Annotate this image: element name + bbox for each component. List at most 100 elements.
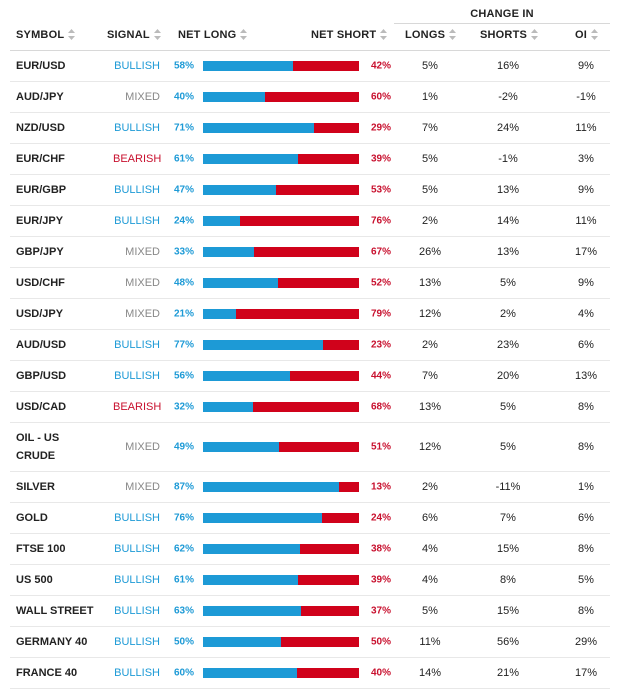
longs-column-header[interactable]: LONGS — [405, 28, 457, 41]
table-row[interactable]: GBP/JPY MIXED 33% 67% 26% 13% 17% — [10, 237, 610, 268]
symbol-link[interactable]: SILVER — [16, 481, 55, 493]
table-row[interactable]: GOLD BULLISH 76% 24% 6% 7% 6% — [10, 503, 610, 534]
table-row[interactable]: GBP/USD BULLISH 56% 44% 7% 20% 13% — [10, 361, 610, 392]
sort-icon[interactable] — [240, 28, 248, 40]
signal-label: BULLISH — [114, 512, 160, 524]
net-long-column-header[interactable]: NET LONG — [178, 28, 248, 41]
symbol-column-header[interactable]: SYMBOL — [16, 28, 76, 41]
table-row[interactable]: FRANCE 40 BULLISH 60% 40% 14% 21% 17% — [10, 658, 610, 689]
oi-change: 8% — [578, 605, 594, 617]
symbol-link[interactable]: FRANCE 40 — [16, 667, 78, 679]
shorts-change: 20% — [496, 370, 520, 382]
sort-icon[interactable] — [449, 28, 457, 40]
symbol-link[interactable]: AUD/JPY — [16, 91, 64, 103]
symbol-link[interactable]: EUR/USD — [16, 60, 66, 72]
table-row[interactable]: EUR/CHF BEARISH 61% 39% 5% -1% 3% — [10, 144, 610, 175]
table-row[interactable]: USD/CAD BEARISH 32% 68% 13% 5% 8% — [10, 392, 610, 423]
shorts-change: 2% — [500, 308, 516, 320]
symbol-link[interactable]: EUR/GBP — [16, 184, 67, 196]
sort-icon[interactable] — [380, 28, 388, 40]
shorts-change: 14% — [496, 215, 520, 227]
longs-change: 7% — [422, 370, 438, 382]
table-row[interactable]: AUD/USD BULLISH 77% 23% 2% 23% 6% — [10, 330, 610, 361]
symbol-link[interactable]: FTSE 100 — [16, 543, 66, 555]
longs-change: 5% — [422, 184, 438, 196]
sentiment-bar — [203, 216, 359, 226]
net-short-percent: 76% — [370, 215, 391, 227]
sort-icon[interactable] — [153, 28, 161, 40]
long-bar-fill — [203, 123, 314, 133]
longs-change: 2% — [422, 339, 438, 351]
symbol-link[interactable]: USD/JPY — [16, 308, 64, 320]
symbol-link[interactable]: EUR/JPY — [16, 215, 64, 227]
symbol-link[interactable]: USD/CHF — [16, 277, 65, 289]
table-row[interactable]: AUD/JPY MIXED 40% 60% 1% -2% -1% — [10, 82, 610, 113]
sentiment-bar — [203, 340, 359, 350]
sentiment-bar — [203, 61, 359, 71]
net-long-percent: 60% — [173, 667, 194, 679]
net-long-percent: 58% — [173, 60, 194, 72]
long-bar-fill — [203, 606, 302, 616]
net-short-percent: 23% — [370, 339, 391, 351]
shorts-change: 13% — [496, 246, 520, 258]
oi-change: 8% — [578, 441, 594, 453]
table-row[interactable]: EUR/USD BULLISH 58% 42% 5% 16% 9% — [10, 51, 610, 82]
sort-icon[interactable] — [68, 28, 76, 40]
oi-change: 29% — [574, 636, 598, 648]
symbol-link[interactable]: GOLD — [16, 512, 48, 524]
oi-change: 9% — [578, 60, 594, 72]
net-short-column-header[interactable]: NET SHORT — [311, 28, 388, 41]
oi-change: -1% — [576, 91, 596, 103]
symbol-link[interactable]: US 500 — [16, 574, 53, 586]
sentiment-bar — [203, 442, 359, 452]
symbol-link[interactable]: GBP/USD — [16, 370, 67, 382]
shorts-column-header[interactable]: SHORTS — [480, 28, 539, 41]
long-bar-fill — [203, 402, 253, 412]
symbol-link[interactable]: USD/CAD — [16, 401, 67, 413]
symbol-link[interactable]: OIL - US CRUDE — [16, 432, 60, 462]
table-row[interactable]: WALL STREET BULLISH 63% 37% 5% 15% 8% — [10, 596, 610, 627]
net-short-percent: 79% — [370, 308, 391, 320]
signal-label: MIXED — [125, 246, 160, 258]
oi-change: 17% — [574, 667, 598, 679]
long-bar-fill — [203, 247, 255, 257]
oi-change: 8% — [578, 401, 594, 413]
table-row[interactable]: EUR/JPY BULLISH 24% 76% 2% 14% 11% — [10, 206, 610, 237]
net-short-percent: 52% — [370, 277, 391, 289]
shorts-change: 16% — [496, 60, 520, 72]
shorts-change: 13% — [496, 184, 520, 196]
symbol-link[interactable]: AUD/USD — [16, 339, 67, 351]
shorts-change: 24% — [496, 122, 520, 134]
table-row[interactable]: EUR/GBP BULLISH 47% 53% 5% 13% 9% — [10, 175, 610, 206]
signal-label: BULLISH — [114, 339, 160, 351]
longs-change: 5% — [422, 153, 438, 165]
table-row[interactable]: NZD/USD BULLISH 71% 29% 7% 24% 11% — [10, 113, 610, 144]
symbol-link[interactable]: GBP/JPY — [16, 246, 64, 258]
oi-column-header[interactable]: OI — [575, 28, 599, 41]
signal-label: BULLISH — [114, 605, 160, 617]
table-row[interactable]: OIL - US CRUDE MIXED 49% 51% 12% 5% 8% — [10, 423, 610, 472]
table-row[interactable]: USD/CHF MIXED 48% 52% 13% 5% 9% — [10, 268, 610, 299]
sort-icon[interactable] — [591, 28, 599, 40]
net-long-percent: 47% — [173, 184, 194, 196]
net-long-percent: 40% — [173, 91, 194, 103]
net-long-percent: 87% — [173, 481, 194, 493]
signal-label: MIXED — [125, 277, 160, 289]
net-short-percent: 68% — [370, 401, 391, 413]
table-row[interactable]: US 500 BULLISH 61% 39% 4% 8% 5% — [10, 565, 610, 596]
longs-change: 13% — [418, 277, 442, 289]
sentiment-bar — [203, 606, 359, 616]
table-row[interactable]: FTSE 100 BULLISH 62% 38% 4% 15% 8% — [10, 534, 610, 565]
table-row[interactable]: SILVER MIXED 87% 13% 2% -11% 1% — [10, 472, 610, 503]
symbol-link[interactable]: GERMANY 40 — [16, 636, 88, 648]
symbol-link[interactable]: NZD/USD — [16, 122, 65, 134]
symbol-link[interactable]: EUR/CHF — [16, 153, 65, 165]
signal-column-header[interactable]: SIGNAL — [107, 28, 161, 41]
shorts-change: 23% — [496, 339, 520, 351]
net-short-percent: 50% — [370, 636, 391, 648]
sort-icon[interactable] — [531, 28, 539, 40]
table-row[interactable]: GERMANY 40 BULLISH 50% 50% 11% 56% 29% — [10, 627, 610, 658]
symbol-link[interactable]: WALL STREET — [16, 605, 94, 617]
sentiment-bar — [203, 309, 359, 319]
table-row[interactable]: USD/JPY MIXED 21% 79% 12% 2% 4% — [10, 299, 610, 330]
